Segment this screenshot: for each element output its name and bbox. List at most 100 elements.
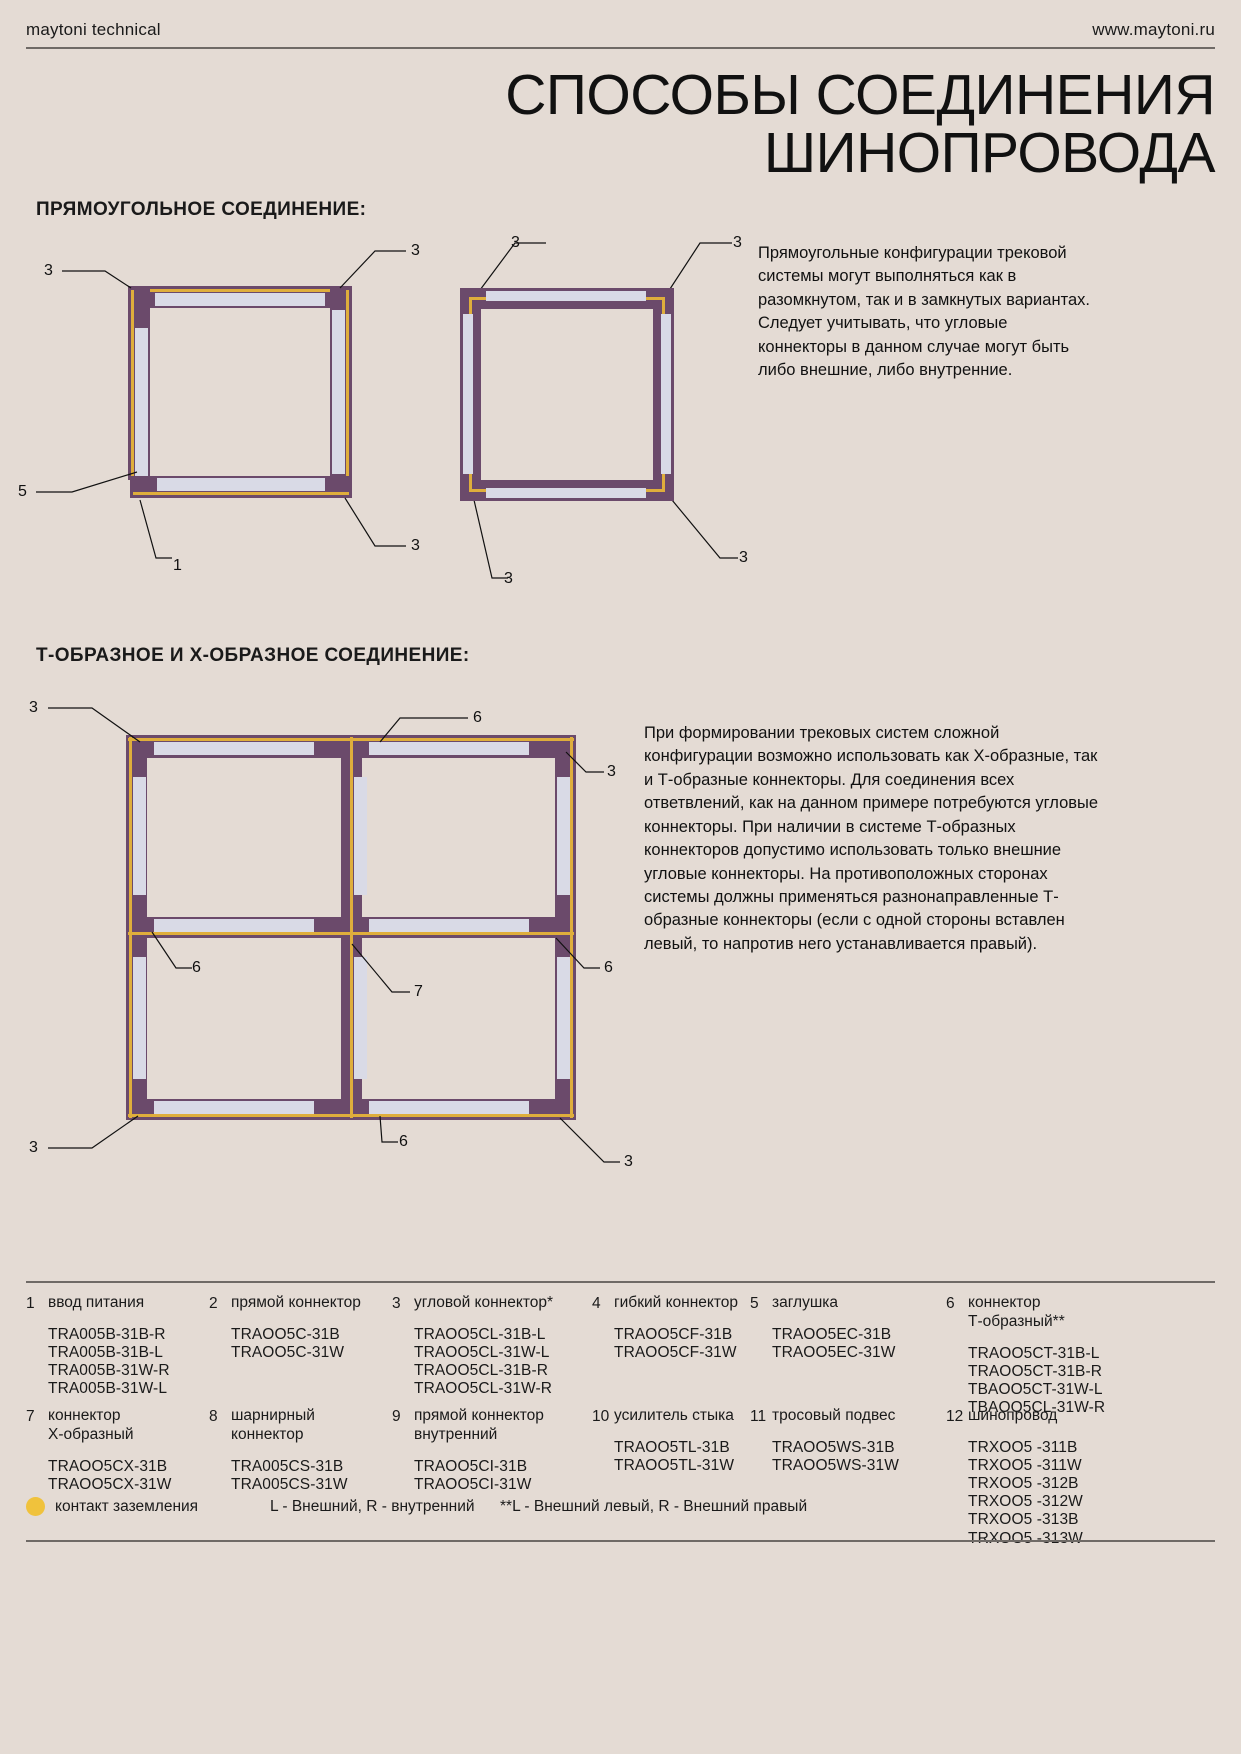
legend-item-codes: TRAOO5CI-31B TRAOO5CI-31W <box>414 1458 592 1494</box>
legend-item-number: 4 <box>592 1295 601 1312</box>
legend-item-codes: TRAOO5CF-31B TRAOO5CF-31W <box>614 1326 750 1362</box>
legend-top-divider <box>26 1281 1215 1283</box>
legend-code: TRAOO5CF-31B <box>614 1325 733 1343</box>
footnote-lr2: **L - Внешний левый, R - Внешний правый <box>500 1497 808 1515</box>
callout-label-c3: 3 <box>607 763 616 780</box>
gold-line-right <box>346 290 349 496</box>
brand-label: maytoni technical <box>26 20 161 39</box>
legend-code: TRA005CS-31B <box>231 1457 344 1475</box>
legend-item-codes: TRAOO5CT-31B-L TRAOO5CT-31B-R TBAOO5CT-31W… <box>968 1345 1215 1418</box>
diagram-closed-rectangle <box>460 288 674 501</box>
callout-label-a5: 3 <box>411 537 420 554</box>
legend-item-6: 6 коннектор Т-образный** TRAOO5CT-31B-L TRAO… <box>946 1294 1215 1417</box>
grid-channel-mid-upper <box>354 777 367 895</box>
callout-label-c6: 6 <box>604 959 613 976</box>
callout-label-b2: 3 <box>733 234 742 251</box>
inner-edge-bottom <box>473 486 661 488</box>
inner-edge-top <box>473 301 661 303</box>
legend-code: TRAOO5CI-31W <box>414 1475 532 1493</box>
section-2-paragraph: При формировании трековых систем сложной… <box>644 724 1099 953</box>
legend-item-number: 7 <box>26 1408 35 1425</box>
legend-code: TRAOO5CX-31B <box>48 1457 168 1475</box>
diagram-open-rectangle <box>128 286 352 498</box>
channel-bottom <box>157 478 325 491</box>
legend-code: TRAOO5CI-31B <box>414 1457 528 1475</box>
legend-item-codes: TRAOO5WS-31B TRAOO5WS-31W <box>772 1439 946 1475</box>
grid-channel-right-upper <box>557 777 570 895</box>
legend-code: TRXOO5 -311W <box>968 1457 1082 1475</box>
channel-right <box>332 310 345 474</box>
grid-channel-mid-left <box>154 919 314 932</box>
legend-item-5: 5 заглушка TRAOO5EC-31B TRAOO5EC-31W <box>750 1294 946 1417</box>
legend-code: TRAOO5CX-31W <box>48 1475 172 1493</box>
callout-label-c7: 3 <box>29 1139 38 1156</box>
legend-item-3: 3 угловой коннектор* TRAOO5CL-31B-L TRAOO5C… <box>392 1294 592 1417</box>
header-divider <box>26 47 1215 49</box>
legend-code: TRXOO5 -311B <box>968 1438 1078 1456</box>
callout-label-c9: 3 <box>624 1153 633 1170</box>
legend-item-8: 8 шарнирный коннектор TRA005CS-31B TRA005CS-… <box>209 1407 392 1548</box>
website-label: www.maytoni.ru <box>1092 20 1215 39</box>
grid-channel-right-lower <box>557 957 570 1079</box>
legend-item-codes: TRAOO5TL-31B TRAOO5TL-31W <box>614 1439 750 1475</box>
legend-item-codes: TRAOO5EC-31B TRAOO5EC-31W <box>772 1326 946 1362</box>
callout-label-c8: 6 <box>399 1133 408 1150</box>
legend-item-10: 10 усилитель стыка TRAOO5TL-31B TRAOO5TL-31… <box>592 1407 750 1548</box>
legend-item-name: прямой коннектор внутренний <box>414 1407 544 1443</box>
legend-item-number: 9 <box>392 1408 401 1425</box>
legend-code: TRAOO5WS-31B <box>772 1438 895 1456</box>
legend-code: TRA005B-31B-R <box>48 1325 166 1343</box>
legend-bottom-divider <box>26 1540 1215 1542</box>
legend-item-codes: TRAOO5C-31B TRAOO5C-31W <box>231 1326 392 1362</box>
footnote-ground: контакт заземления <box>55 1497 199 1515</box>
grid-gold-left <box>129 737 132 1118</box>
section-1-paragraph: Прямоугольные конфигурации трековой сист… <box>758 244 1090 380</box>
legend-item-9: 9 прямой коннектор внутренний TRAOO5CI-31B T… <box>392 1407 592 1548</box>
channel-top <box>155 293 325 306</box>
legend-code: TBAOO5CT-31W-L <box>968 1381 1103 1399</box>
callout-label-b3: 3 <box>504 570 513 587</box>
callout-label-a4: 1 <box>173 557 182 574</box>
legend-code: TRAOO5CF-31W <box>614 1344 737 1362</box>
legend-item-name: усилитель стыка <box>614 1407 734 1424</box>
legend-item-number: 2 <box>209 1295 218 1312</box>
callout-label-b1: 3 <box>511 234 520 251</box>
grid-channel-top-left <box>154 742 314 755</box>
callout-label-b4: 3 <box>739 549 748 566</box>
legend-code: TRAOO5CL-31W-L <box>414 1344 550 1362</box>
legend-item-4: 4 гибкий коннектор TRAOO5CF-31B TRAOO5CF-31… <box>592 1294 750 1417</box>
gold-line-left <box>131 290 134 480</box>
grid-channel-mid-right <box>369 919 529 932</box>
legend-footnotes: контакт заземления L - Внешний, R - внут… <box>26 1497 807 1516</box>
legend-row-1: 1 ввод питания TRA005B-31B-R TRA005B-31B-L T… <box>26 1294 1215 1417</box>
legend-item-number: 5 <box>750 1295 759 1312</box>
legend-code: TRXOO5 -312W <box>968 1493 1083 1511</box>
legend-code: TRXOO5 -313W <box>968 1529 1083 1547</box>
legend-code: TRAOO5CT-31B-R <box>968 1362 1103 1380</box>
legend-item-2: 2 прямой коннектор TRAOO5C-31B TRAOO5C-31W <box>209 1294 392 1417</box>
channel-left <box>135 328 148 478</box>
legend-item-number: 1 <box>26 1295 35 1312</box>
legend-item-number: 6 <box>946 1295 955 1312</box>
legend-item-codes: TRAOO5CX-31B TRAOO5CX-31W <box>48 1458 209 1494</box>
channel-bottom <box>486 486 646 498</box>
legend-code: TRAOO5CL-31W-R <box>414 1380 553 1398</box>
legend-item-number: 10 <box>592 1408 610 1425</box>
section-2-heading: Т-ОБРАЗНОЕ И Х-ОБРАЗНОЕ СОЕДИНЕНИЕ: <box>36 645 470 666</box>
legend-code: TRA005B-31W-L <box>48 1380 168 1398</box>
legend-code: TRAOO5C-31W <box>231 1344 345 1362</box>
callout-label-c5: 7 <box>414 983 423 1000</box>
diagram-grid-txconnectors <box>126 735 576 1120</box>
legend-item-codes: TRA005CS-31B TRA005CS-31W <box>231 1458 392 1494</box>
callout-label-a2: 3 <box>411 242 420 259</box>
channel-top <box>486 291 646 303</box>
legend-code: TRXOO5 -313B <box>968 1511 1079 1529</box>
channel-left <box>463 314 475 474</box>
legend-code: TRAOO5TL-31W <box>614 1457 735 1475</box>
gold-line-bottom <box>133 492 349 495</box>
legend-item-name: гибкий коннектор <box>614 1294 739 1311</box>
page-title-line2: ШИНОПРОВОДА <box>763 121 1216 186</box>
grid-channel-bottom-left <box>154 1101 314 1114</box>
legend-item-name: угловой коннектор* <box>414 1294 554 1311</box>
